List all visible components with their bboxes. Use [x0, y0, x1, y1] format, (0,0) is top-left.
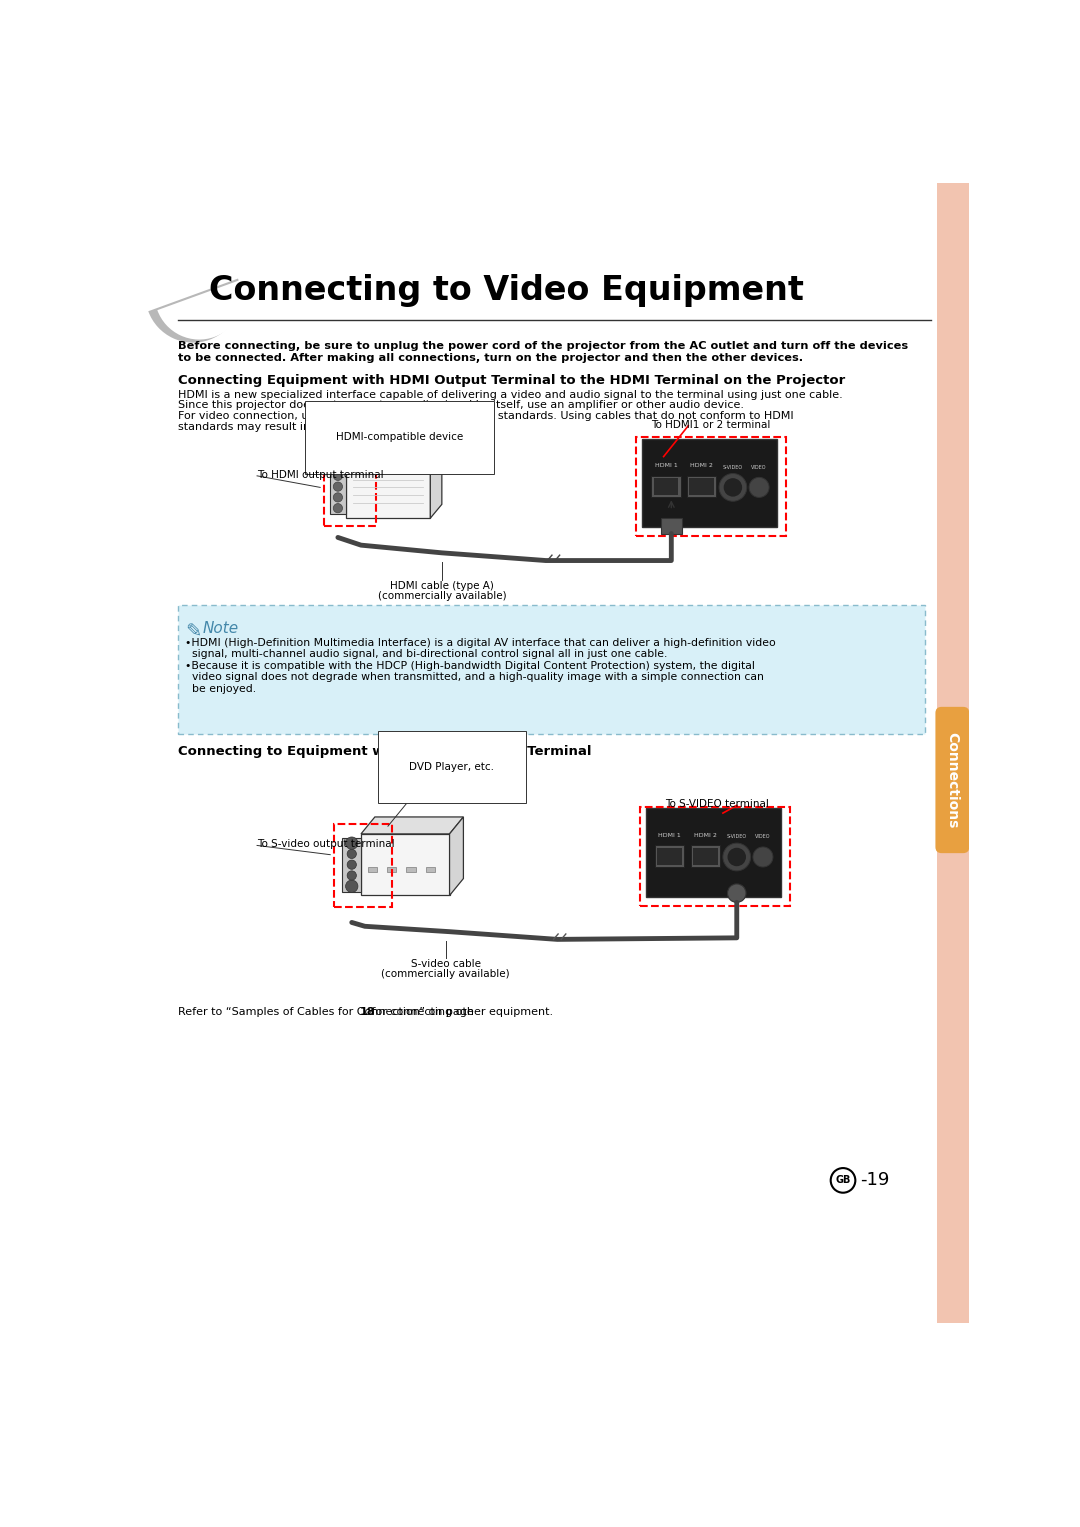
Circle shape [724, 478, 742, 496]
Text: •Because it is compatible with the HDCP (High-bandwidth Digital Content Protecti: •Because it is compatible with the HDCP … [186, 661, 755, 670]
Text: HDMI cable (type A): HDMI cable (type A) [390, 582, 494, 591]
Bar [661, 518, 683, 533]
Circle shape [753, 847, 773, 867]
Bar [687, 476, 716, 498]
Polygon shape [449, 817, 463, 895]
Text: Connecting to Equipment with S-video Output Terminal: Connecting to Equipment with S-video Out… [178, 745, 591, 759]
Text: S-VIDEO: S-VIDEO [727, 834, 747, 840]
Circle shape [346, 837, 357, 849]
Bar [330, 469, 346, 515]
Polygon shape [361, 817, 463, 834]
Text: (commercially available): (commercially available) [381, 970, 510, 979]
FancyBboxPatch shape [935, 707, 970, 854]
Text: be enjoyed.: be enjoyed. [186, 684, 257, 693]
Text: (commercially available): (commercially available) [378, 591, 507, 602]
Polygon shape [346, 464, 430, 518]
Circle shape [347, 870, 356, 880]
Bar [690, 846, 720, 867]
Circle shape [723, 843, 751, 870]
Text: for connecting other equipment.: for connecting other equipment. [367, 1008, 553, 1017]
Circle shape [347, 849, 356, 858]
Text: Since this projector does not support an audio signal by itself, use an amplifie: Since this projector does not support an… [178, 400, 744, 411]
Bar [639, 806, 789, 906]
Circle shape [750, 478, 769, 498]
Text: For video connection, use a cable that conforms to HDMI standards. Using cables : For video connection, use a cable that c… [178, 411, 794, 421]
Text: VIDEO: VIDEO [755, 834, 771, 840]
Text: Before connecting, be sure to unplug the power cord of the projector from the AC: Before connecting, be sure to unplug the… [178, 341, 908, 351]
Text: HDMI 2: HDMI 2 [693, 832, 717, 838]
Text: To S-VIDEO terminal: To S-VIDEO terminal [665, 799, 769, 809]
Circle shape [334, 483, 342, 492]
Text: 18: 18 [360, 1008, 376, 1017]
Text: HDMI 2: HDMI 2 [690, 463, 713, 469]
Polygon shape [346, 450, 442, 464]
Text: S-video cable: S-video cable [410, 959, 481, 970]
Text: HDMI-compatible device: HDMI-compatible device [336, 432, 463, 443]
Bar [937, 183, 970, 1322]
Bar [426, 867, 435, 872]
Circle shape [347, 860, 356, 869]
FancyBboxPatch shape [178, 605, 924, 734]
Text: standards may result in a malfunction.: standards may result in a malfunction. [178, 421, 394, 432]
Text: GB: GB [835, 1176, 851, 1185]
Polygon shape [361, 834, 449, 895]
Text: HDMI is a new specialized interface capable of delivering a video and audio sign: HDMI is a new specialized interface capa… [178, 389, 842, 400]
Circle shape [334, 504, 342, 513]
Text: HDMI 1: HDMI 1 [659, 832, 681, 838]
Bar [387, 867, 396, 872]
Text: Connecting Equipment with HDMI Output Terminal to the HDMI Terminal on the Proje: Connecting Equipment with HDMI Output Te… [178, 374, 845, 388]
Bar [653, 478, 678, 495]
Text: Connecting to Video Equipment: Connecting to Video Equipment [208, 275, 804, 307]
Circle shape [346, 880, 357, 892]
Wedge shape [148, 278, 241, 342]
Bar [368, 867, 377, 872]
Text: To S-video output terminal: To S-video output terminal [257, 840, 394, 849]
Bar [406, 867, 416, 872]
Text: VIDEO: VIDEO [752, 464, 767, 470]
Text: Note: Note [202, 620, 239, 635]
Bar [693, 847, 717, 864]
Bar [334, 825, 392, 907]
Bar [689, 478, 714, 495]
Bar [658, 847, 683, 864]
Text: DVD Player, etc.: DVD Player, etc. [409, 762, 495, 773]
Circle shape [728, 847, 746, 866]
Text: Refer to “Samples of Cables for Connection” on page: Refer to “Samples of Cables for Connecti… [178, 1008, 477, 1017]
Text: To HDMI output terminal: To HDMI output terminal [257, 470, 383, 479]
Text: to be connected. After making all connections, turn on the projector and then th: to be connected. After making all connec… [178, 353, 802, 363]
Text: HDMI 1: HDMI 1 [654, 463, 677, 469]
Circle shape [719, 473, 746, 501]
Polygon shape [430, 450, 442, 518]
Circle shape [334, 472, 342, 481]
Text: To HDMI1 or 2 terminal: To HDMI1 or 2 terminal [651, 420, 771, 431]
Text: Connections: Connections [945, 731, 959, 828]
Bar [656, 846, 685, 867]
Bar [642, 438, 777, 527]
Text: •HDMI (High-Definition Multimedia Interface) is a digital AV interface that can : •HDMI (High-Definition Multimedia Interf… [186, 638, 777, 647]
Circle shape [334, 493, 342, 502]
Text: -19: -19 [860, 1171, 889, 1190]
Text: ✎: ✎ [186, 621, 202, 641]
Text: signal, multi-channel audio signal, and bi-directional control signal all in jus: signal, multi-channel audio signal, and … [186, 649, 667, 660]
Bar [646, 808, 781, 896]
Bar [636, 437, 786, 536]
Wedge shape [158, 279, 244, 339]
Bar [651, 476, 680, 498]
Bar [324, 458, 377, 525]
Circle shape [831, 1168, 855, 1193]
Circle shape [728, 884, 746, 902]
Text: video signal does not degrade when transmitted, and a high-quality image with a : video signal does not degrade when trans… [186, 672, 765, 683]
Bar [341, 838, 361, 892]
Text: S-VIDEO: S-VIDEO [723, 464, 743, 470]
